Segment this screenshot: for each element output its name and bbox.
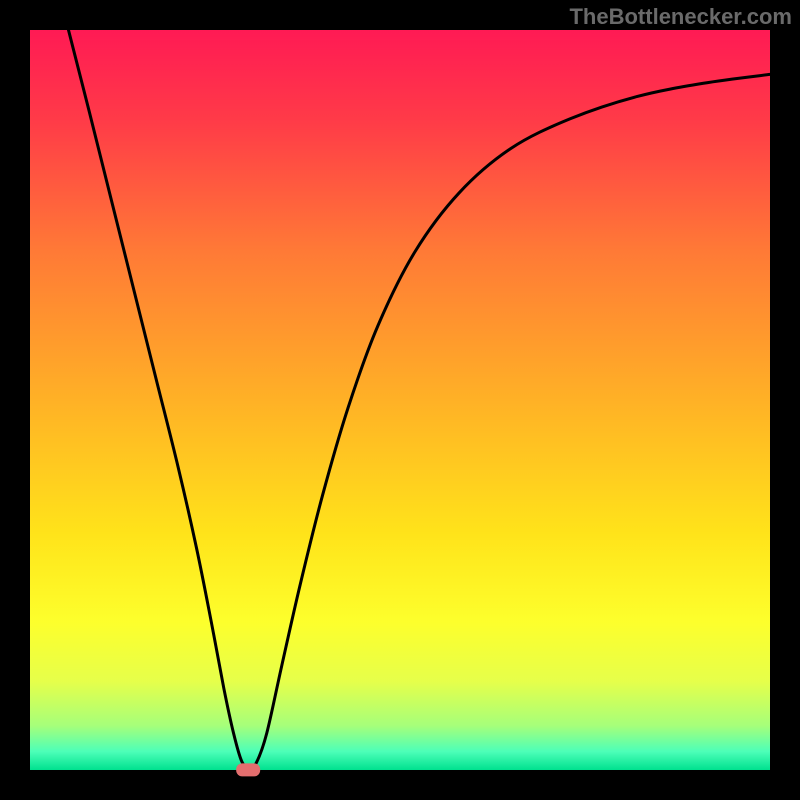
bottleneck-curve <box>68 30 770 769</box>
curve-layer <box>30 30 770 770</box>
minimum-marker <box>236 763 260 776</box>
chart-container: TheBottlenecker.com <box>0 0 800 800</box>
plot-area <box>30 30 770 770</box>
watermark-text: TheBottlenecker.com <box>569 4 792 30</box>
